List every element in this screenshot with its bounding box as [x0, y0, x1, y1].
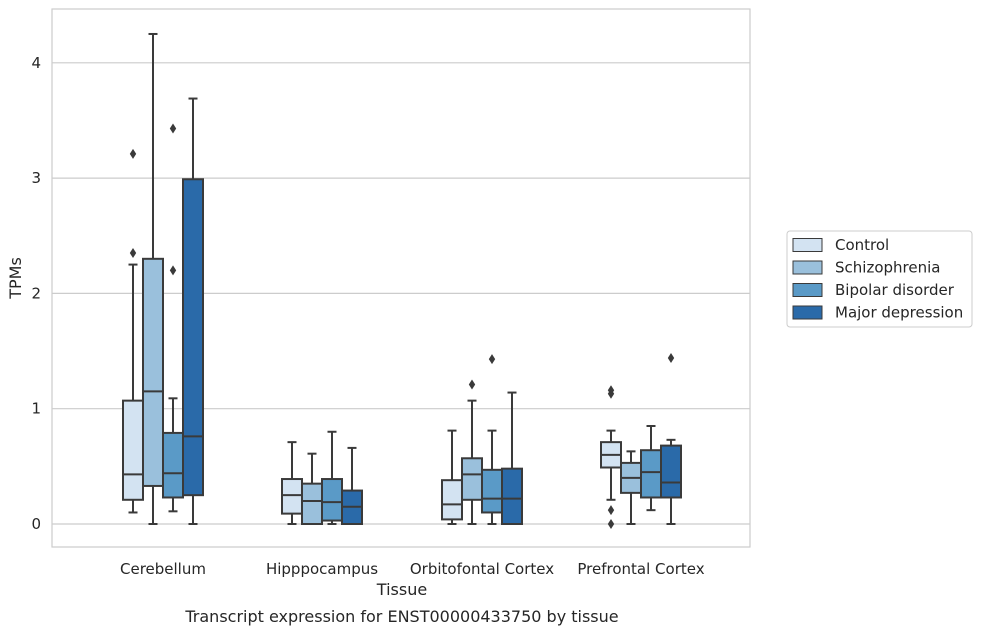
y-axis-ticks: 0 1 2 3 4 [31, 54, 41, 533]
legend-swatch [792, 283, 823, 297]
box-3-3 [660, 352, 682, 525]
outlier-point [667, 352, 675, 363]
legend-label: Major depression [835, 304, 963, 322]
legend: Control Schizophrenia Bipolar disorder Majo… [786, 230, 973, 328]
y-tick-label: 2 [31, 284, 41, 302]
box-iqr [461, 457, 483, 501]
boxes [122, 32, 682, 529]
x-axis-ticks: Cerebellum Hipppocampus Orbitofontal Corte… [120, 560, 705, 578]
outlier-point [129, 248, 137, 259]
x-axis-label: Tissue [376, 580, 427, 599]
box-iqr [481, 468, 503, 514]
legend-swatch [792, 238, 823, 252]
box-iqr [281, 478, 303, 515]
legend-frame [786, 230, 973, 328]
box-3-0 [182, 97, 204, 525]
box-0-2 [441, 429, 463, 525]
outlier-point [607, 385, 615, 396]
box-iqr [660, 444, 682, 499]
outlier-point [169, 265, 177, 276]
x-tick-label: Orbitofontal Cortex [410, 560, 554, 578]
outlier-point [468, 379, 476, 390]
box-3-2 [501, 391, 523, 526]
box-iqr [122, 399, 144, 501]
legend-label: Bipolar disorder [835, 281, 955, 299]
y-tick-label: 3 [31, 169, 41, 187]
box-iqr [182, 178, 204, 497]
box-iqr [640, 449, 662, 499]
legend-label: Schizophrenia [835, 259, 940, 277]
box-0-0 [122, 148, 144, 514]
box-iqr [162, 431, 184, 499]
legend-label: Control [835, 236, 889, 254]
legend-swatch [792, 260, 823, 275]
outlier-point [129, 148, 137, 159]
outlier-point [607, 519, 615, 529]
box-3-1 [341, 446, 363, 525]
x-tick-label: Hipppocampus [266, 560, 378, 578]
outlier-point [169, 123, 177, 134]
outlier-point [607, 505, 615, 516]
legend-swatch [792, 305, 823, 320]
box-1-3 [620, 450, 642, 525]
y-tick-label: 1 [31, 400, 41, 418]
box-1-2 [461, 379, 483, 525]
box-iqr [501, 467, 523, 526]
y-axis-label: TPMs [6, 257, 25, 300]
box-iqr [301, 482, 323, 525]
x-tick-label: Cerebellum [120, 560, 206, 578]
box-iqr [142, 257, 164, 487]
box-iqr [321, 478, 343, 522]
x-tick-label: Prefrontal Cortex [577, 560, 704, 578]
outlier-point [488, 354, 496, 365]
box-1-0 [142, 32, 164, 525]
box-2-3 [640, 424, 662, 512]
box-0-3 [600, 385, 622, 529]
box-iqr [441, 479, 463, 521]
figure-caption: Transcript expression for ENST0000043375… [184, 607, 618, 626]
y-tick-label: 4 [31, 54, 41, 72]
y-tick-label: 0 [31, 515, 41, 533]
